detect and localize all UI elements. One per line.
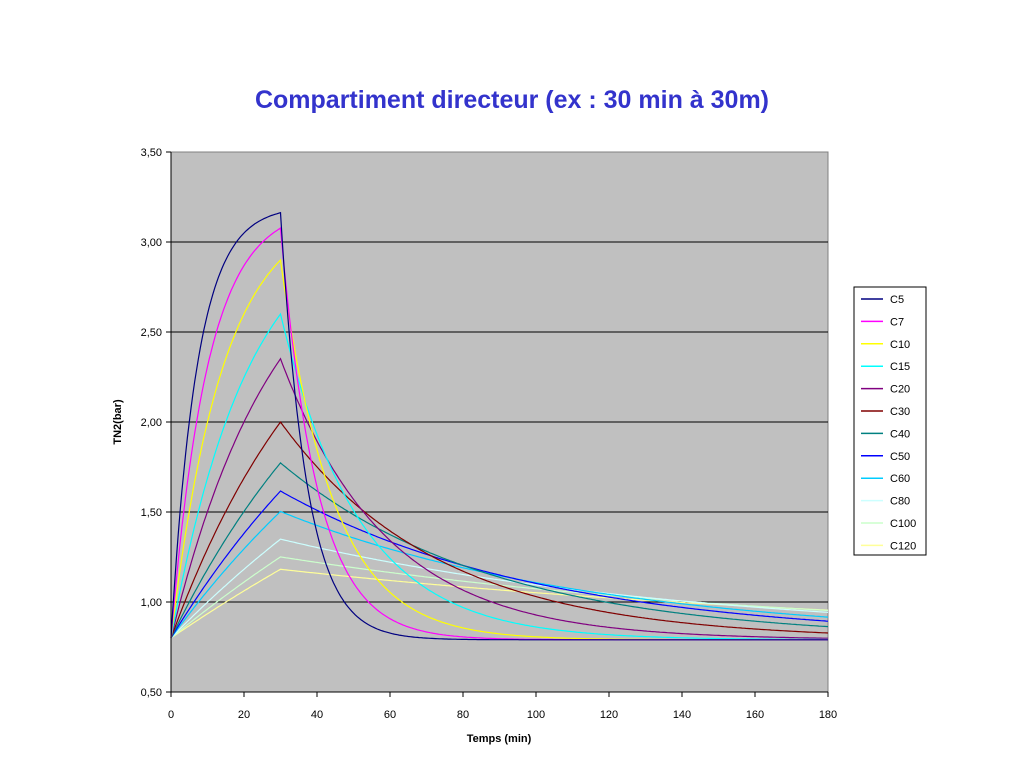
y-tick-label: 2,00 (141, 417, 162, 429)
legend-label: C40 (890, 428, 910, 440)
legend-label: C10 (890, 339, 910, 351)
y-tick-label: 3,00 (141, 237, 162, 249)
y-tick-label: 2,50 (141, 327, 162, 339)
x-tick-label: 20 (238, 709, 250, 721)
legend-label: C120 (890, 540, 916, 552)
legend-label: C7 (890, 316, 904, 328)
x-tick-label: 160 (746, 709, 764, 721)
y-tick-label: 3,50 (141, 147, 162, 159)
legend-label: C30 (890, 406, 910, 418)
series-line-c20 (170, 357, 828, 639)
legend-label: C15 (890, 361, 910, 373)
legend-label: C50 (890, 451, 910, 463)
y-tick-label: 1,00 (141, 597, 162, 609)
series-lines (170, 211, 829, 641)
y-tick-label: 0,50 (141, 687, 162, 699)
x-tick-label: 0 (168, 709, 174, 721)
x-tick-label: 100 (527, 709, 545, 721)
legend-label: C20 (890, 384, 910, 396)
legend-label: C5 (890, 294, 904, 306)
y-axis-label: TN2(bar) (112, 399, 124, 445)
x-tick-label: 120 (600, 709, 618, 721)
series-line-c30 (170, 420, 829, 639)
x-tick-label: 180 (819, 709, 837, 721)
x-tick-label: 40 (311, 709, 323, 721)
x-axis-label: Temps (min) (467, 733, 532, 745)
legend-label: C80 (890, 496, 910, 508)
series-line-c80 (170, 538, 829, 639)
legend-box (853, 286, 927, 556)
series-line-c5 (170, 211, 828, 641)
legend: C5 C7 C10 C15 C20 C30 C40 C50 C60 C80 C100 C120 (853, 286, 927, 556)
legend-label: C60 (890, 473, 910, 485)
x-tick-label: 60 (384, 709, 396, 721)
x-tick-label: 140 (673, 709, 691, 721)
chart-title: Compartiment directeur (ex : 30 min à 30… (254, 86, 770, 114)
x-tick-label: 80 (457, 709, 469, 721)
axes (166, 151, 829, 697)
legend-label: C100 (890, 518, 916, 530)
series-line-c40 (170, 462, 829, 639)
tick-labels: 0,50 1,00 1,50 2,00 2,50 3,00 3,50 0 20 40 60 80 100… (141, 147, 838, 721)
series-line-c50 (170, 490, 829, 639)
series-line-c15 (170, 312, 828, 641)
y-tick-label: 1,50 (141, 507, 162, 519)
